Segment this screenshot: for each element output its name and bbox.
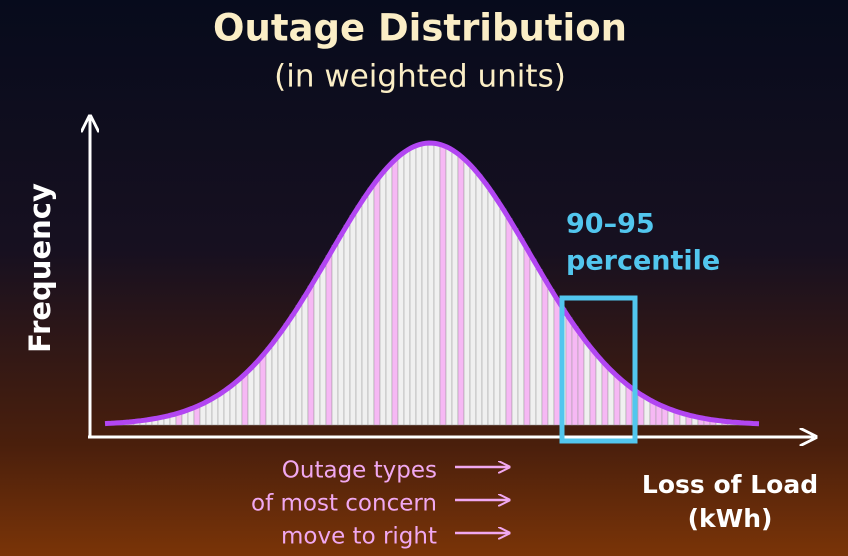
x-axis-label: (kWh) (688, 504, 773, 533)
stripe (583, 342, 591, 426)
stripe (217, 393, 225, 426)
distribution-bars (109, 142, 753, 426)
stripe (277, 331, 285, 426)
stripe (397, 154, 405, 426)
stripe (307, 285, 315, 426)
stripe (499, 208, 507, 426)
percentile-box (559, 295, 638, 444)
subtitle: (in weighted units) (274, 59, 566, 95)
stripe (283, 323, 291, 426)
stripe (571, 326, 579, 426)
title: Outage Distribution (213, 7, 627, 50)
y-axis-label: Frequency (23, 183, 57, 353)
stripe (511, 228, 519, 426)
stripe (553, 298, 561, 426)
x-axis-label: Loss of Load (642, 470, 818, 499)
stripe (271, 339, 279, 426)
distribution-curve (104, 140, 760, 427)
percentile-label: percentile (566, 246, 720, 277)
stripe (481, 182, 489, 426)
percentile-label: 90–95 (566, 209, 655, 240)
stripe (301, 295, 309, 426)
stripe (223, 388, 231, 426)
stripe (493, 199, 501, 426)
stripe (457, 155, 465, 426)
stripe (409, 146, 417, 426)
stripe (619, 380, 627, 426)
stripe (241, 373, 249, 426)
stripe (295, 305, 303, 426)
stripe (547, 289, 555, 426)
stripe (373, 179, 381, 426)
stripe (637, 394, 645, 426)
stripe (523, 248, 531, 426)
stripe (595, 357, 603, 426)
stripe (259, 354, 267, 426)
stripe (385, 165, 393, 426)
stripe (349, 215, 357, 426)
stripe (475, 174, 483, 426)
stripe (541, 279, 549, 426)
stripe (427, 142, 435, 426)
stripe (607, 369, 615, 426)
stripe (535, 269, 543, 426)
stripe (517, 238, 525, 426)
stripe (313, 275, 321, 426)
stripe (613, 375, 621, 426)
stripe (445, 147, 453, 426)
stripe (331, 245, 339, 426)
annotation-line: Outage types (282, 458, 437, 484)
stripe (415, 144, 423, 426)
stripe (439, 145, 447, 426)
stripe (601, 363, 609, 426)
stripe (325, 255, 333, 426)
stripe (379, 172, 387, 426)
stripe (367, 187, 375, 426)
stripe (265, 347, 273, 426)
stripe (529, 258, 537, 426)
stripe (577, 334, 585, 426)
stripe (211, 396, 219, 426)
stripe (229, 384, 237, 426)
stripe (403, 150, 411, 426)
stripe (589, 350, 597, 426)
stripe (487, 190, 495, 426)
stripe (463, 161, 471, 426)
stripe (625, 385, 633, 426)
stripe (565, 317, 573, 426)
stripe (355, 205, 363, 426)
stripe (343, 224, 351, 426)
stripe (361, 196, 369, 426)
stripe (247, 367, 255, 426)
stripe (319, 265, 327, 426)
stripe (337, 234, 345, 426)
stripe (421, 143, 429, 426)
stripe (391, 159, 399, 426)
stripe (289, 314, 297, 426)
stripe (451, 151, 459, 426)
annotation-line: move to right (281, 524, 437, 550)
stripe (235, 379, 243, 426)
annotation-line: of most concern (251, 491, 437, 517)
stripe (433, 143, 441, 426)
stripe (253, 361, 261, 426)
stripe (469, 167, 477, 426)
stripe (505, 218, 513, 426)
